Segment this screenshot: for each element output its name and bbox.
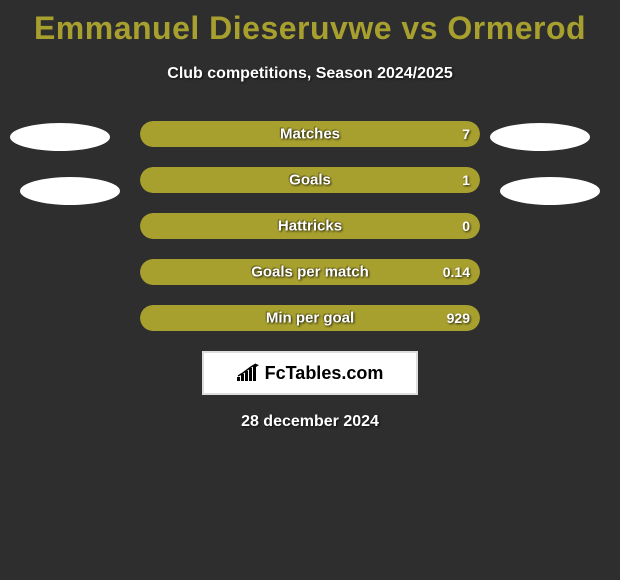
stat-value: 929 xyxy=(447,310,470,326)
stat-label: Matches xyxy=(140,126,480,143)
stat-value: 1 xyxy=(462,172,470,188)
stat-label: Goals xyxy=(140,172,480,189)
stats-list: Matches7Goals1Hattricks0Goals per match0… xyxy=(140,121,480,331)
date-label: 28 december 2024 xyxy=(0,413,620,431)
barchart-icon xyxy=(237,363,261,383)
stat-row: Hattricks0 xyxy=(140,213,480,239)
logo-text: FcTables.com xyxy=(265,363,384,384)
stat-row: Goals per match0.14 xyxy=(140,259,480,285)
title: Emmanuel Dieseruvwe vs Ormerod xyxy=(0,0,620,47)
stat-label: Min per goal xyxy=(140,310,480,327)
logo-box: FcTables.com xyxy=(202,351,418,395)
stat-row: Min per goal929 xyxy=(140,305,480,331)
stat-value: 0.14 xyxy=(443,264,470,280)
subtitle: Club competitions, Season 2024/2025 xyxy=(0,65,620,83)
stat-row: Goals1 xyxy=(140,167,480,193)
stat-value: 7 xyxy=(462,126,470,142)
decorative-ellipse xyxy=(10,123,110,151)
decorative-ellipse xyxy=(500,177,600,205)
stat-value: 0 xyxy=(462,218,470,234)
stat-row: Matches7 xyxy=(140,121,480,147)
logo: FcTables.com xyxy=(237,363,384,384)
stat-label: Hattricks xyxy=(140,218,480,235)
stat-label: Goals per match xyxy=(140,264,480,281)
decorative-ellipse xyxy=(490,123,590,151)
comparison-infographic: Emmanuel Dieseruvwe vs Ormerod Club comp… xyxy=(0,0,620,580)
decorative-ellipse xyxy=(20,177,120,205)
